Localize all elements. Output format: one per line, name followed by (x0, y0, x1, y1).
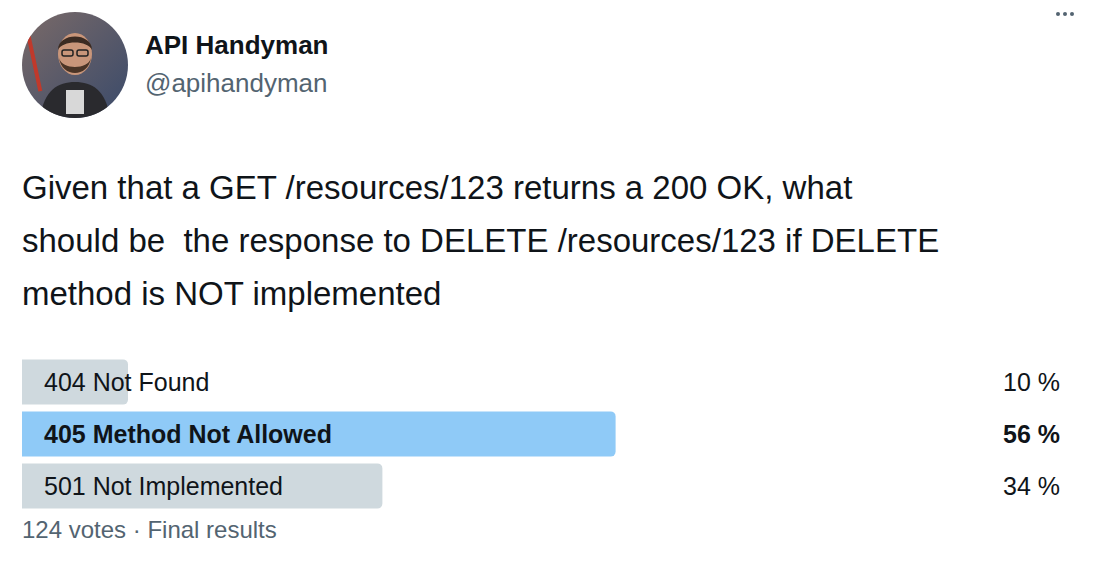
svg-text:404 Not Found: 404 Not Found (44, 368, 209, 396)
svg-text:405 Method Not Allowed: 405 Method Not Allowed (44, 420, 332, 448)
html-text:@apihandyman: @apihandyman (145, 68, 328, 98)
svg-text:10 %: 10 % (1003, 368, 1060, 396)
html-text:should be the response to DELE: should be the response to DELETE /resour… (22, 222, 940, 259)
html-text:method is NOT implemented: method is NOT implemented (22, 275, 442, 312)
svg-text:34 %: 34 % (1003, 472, 1060, 500)
svg-text:56 %: 56 % (1003, 420, 1060, 448)
html-text:Given that a GET /resources/12: Given that a GET /resources/123 returns … (22, 169, 853, 206)
html-text:API Handyman: API Handyman (145, 30, 329, 60)
html-text:124 votes · Final results: 124 votes · Final results (22, 516, 277, 543)
svg-text:501 Not Implemented: 501 Not Implemented (44, 472, 283, 500)
